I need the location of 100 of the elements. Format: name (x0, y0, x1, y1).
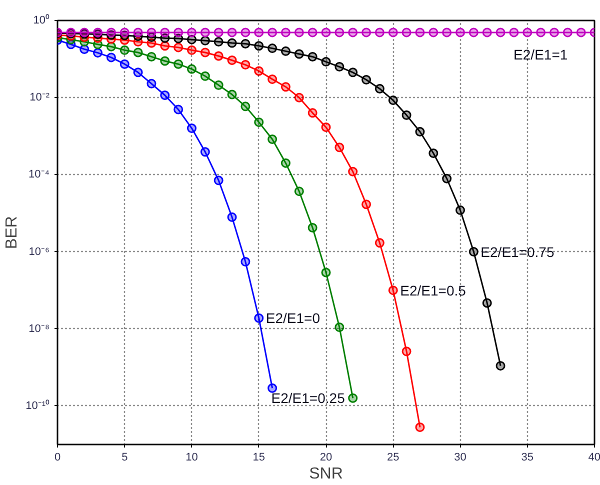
point (308, 28, 318, 38)
point (174, 104, 184, 114)
point (227, 38, 237, 48)
point (496, 28, 506, 38)
point (200, 71, 210, 81)
y-tick-label: 10⁻⁶ (28, 246, 50, 258)
point (214, 28, 224, 38)
point (133, 68, 143, 78)
point (120, 45, 130, 55)
point (227, 28, 237, 38)
y-tick-label: 10⁻⁴ (28, 168, 50, 181)
point (106, 52, 116, 62)
point (348, 166, 358, 176)
point (227, 212, 237, 222)
point (402, 28, 412, 38)
point (187, 28, 196, 38)
point (294, 186, 304, 196)
point (428, 148, 438, 158)
series-label: E2/E1=0.75 (480, 244, 554, 260)
point (160, 56, 170, 66)
point (402, 110, 412, 120)
point (268, 74, 278, 84)
point (334, 62, 344, 72)
point (200, 36, 210, 46)
x-tick-label: 30 (454, 452, 466, 464)
point (160, 41, 170, 51)
point (187, 64, 196, 74)
point (174, 28, 184, 38)
point (308, 52, 318, 62)
point (254, 41, 264, 51)
series-label: E2/E1=0 (266, 310, 320, 326)
x-tick-label: 5 (122, 452, 128, 464)
point (294, 28, 304, 38)
point (187, 124, 196, 134)
point (200, 28, 210, 38)
point (549, 28, 559, 38)
x-axis-title: SNR (309, 466, 343, 482)
y-tick-label: 10⁻¹⁰ (26, 398, 50, 412)
x-tick-label: 35 (521, 452, 534, 464)
y-tick-label: 10⁻⁸ (28, 322, 50, 335)
point (374, 238, 384, 248)
point (200, 147, 210, 157)
point (428, 28, 438, 38)
point (280, 158, 290, 168)
point (240, 60, 250, 70)
point (321, 268, 331, 278)
point (442, 174, 452, 184)
point (120, 59, 130, 69)
point (348, 68, 358, 78)
point (468, 247, 478, 257)
y-axis-title: BER (4, 216, 21, 249)
point (456, 205, 465, 215)
point (214, 37, 224, 47)
point (280, 82, 290, 92)
point (268, 44, 278, 54)
x-tick-label: 0 (54, 452, 61, 464)
point (388, 286, 398, 296)
point (348, 28, 358, 38)
point (308, 108, 318, 118)
x-tick-label: 10 (186, 452, 198, 464)
point (254, 66, 264, 76)
series-label: E2/E1=0.5 (400, 282, 466, 298)
point (482, 298, 492, 308)
point (120, 28, 130, 38)
point (468, 28, 478, 38)
point (254, 117, 264, 127)
point (482, 28, 492, 38)
point (294, 49, 304, 59)
x-tick-label: 20 (320, 452, 332, 464)
point (133, 28, 143, 38)
point (374, 28, 384, 38)
series-label: E2/E1=0.25 (271, 390, 346, 406)
point (362, 28, 372, 38)
x-tick-label: 40 (588, 452, 600, 464)
point (308, 223, 318, 232)
x-tick-label: 25 (387, 452, 400, 464)
point (160, 28, 170, 38)
point (187, 45, 196, 55)
point (160, 90, 170, 100)
point (146, 28, 156, 38)
x-tick-label: 15 (252, 452, 266, 464)
point (362, 200, 372, 210)
point (334, 142, 344, 152)
series-label: E2/E1=1 (514, 46, 568, 62)
point (496, 361, 506, 371)
point (415, 422, 425, 432)
point (240, 28, 250, 38)
point (522, 28, 532, 38)
point (214, 51, 224, 61)
point (362, 75, 372, 85)
point (106, 42, 116, 52)
point (334, 322, 344, 332)
point (374, 84, 384, 94)
point (415, 127, 425, 136)
point (576, 28, 586, 38)
point (268, 383, 278, 393)
point (214, 80, 224, 90)
point (388, 28, 398, 38)
point (133, 48, 143, 58)
point (174, 42, 184, 52)
